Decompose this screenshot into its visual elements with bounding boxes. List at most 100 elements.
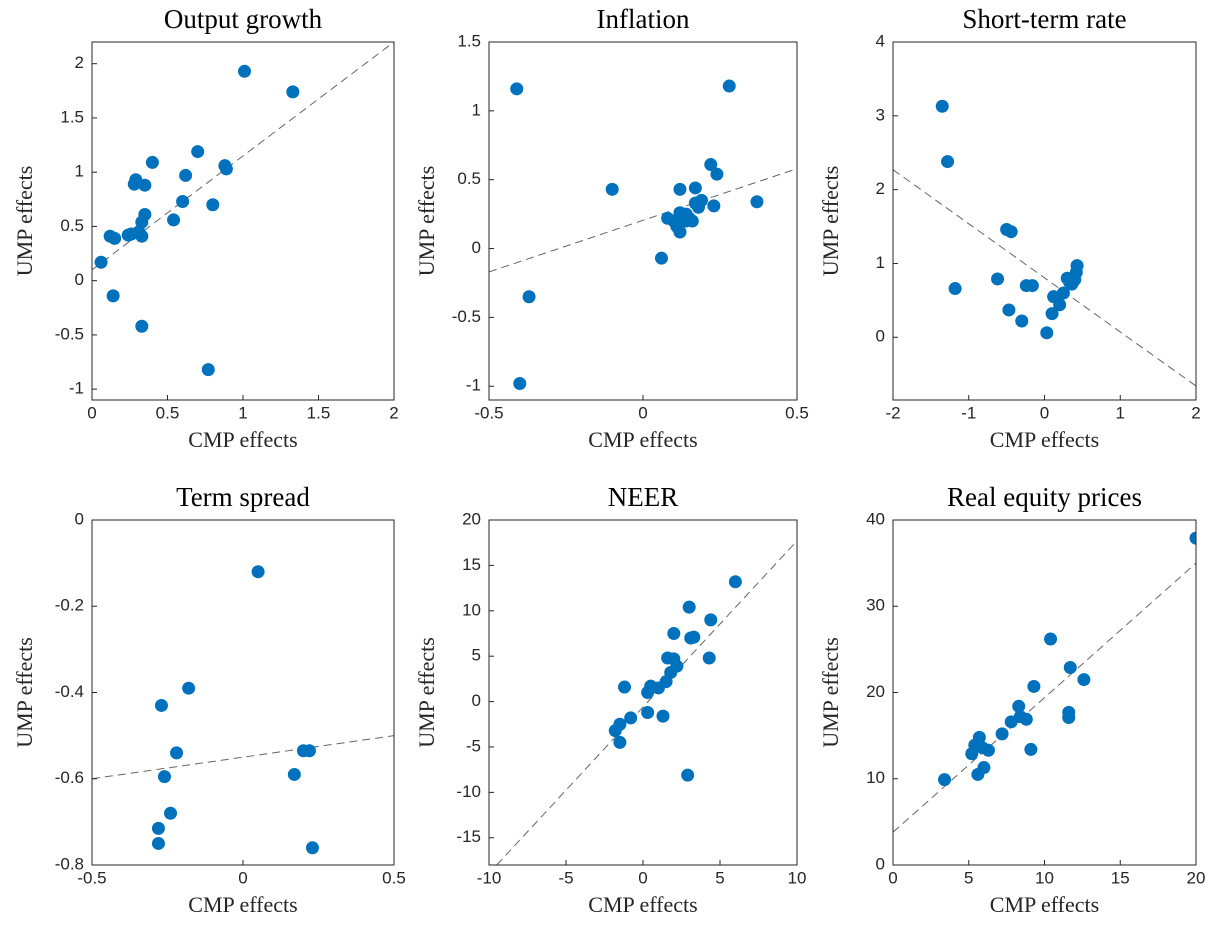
- point: [287, 767, 301, 781]
- x-tick-label: 0.5: [156, 403, 180, 422]
- y-axis-label: UMP effects: [818, 166, 843, 277]
- point: [613, 735, 627, 749]
- point: [238, 64, 252, 78]
- point: [1004, 225, 1018, 239]
- point: [673, 225, 687, 239]
- point: [702, 651, 716, 665]
- point: [981, 743, 995, 757]
- x-tick-label: 5: [715, 868, 724, 887]
- axes-box: [91, 519, 395, 866]
- y-tick-label: 1: [75, 162, 84, 181]
- y-axis-label: UMP effects: [818, 637, 843, 748]
- x-tick-label: 20: [1187, 868, 1206, 887]
- y-tick-label: -15: [456, 827, 481, 846]
- subplot-title: Inflation: [597, 4, 690, 34]
- axes-box: [892, 519, 1197, 866]
- subplot-title: Output growth: [164, 4, 323, 34]
- point: [704, 613, 718, 627]
- point: [108, 231, 122, 245]
- point: [707, 199, 721, 213]
- fit-line: [496, 540, 797, 865]
- y-tick-label: 0: [75, 270, 84, 289]
- y-tick-label: -10: [456, 782, 481, 801]
- point: [687, 630, 701, 644]
- subplot: 0 0.5 1 1.5 2 -1 -0.5 0 0.5 1 1.5 2 Output growth CMP…: [12, 4, 399, 452]
- point: [522, 290, 536, 304]
- point: [1024, 742, 1038, 756]
- subplot: 0 5 10 15 20 0 10 20 30 40 Real equity prices CMP e…: [818, 482, 1205, 917]
- point: [1025, 279, 1039, 293]
- plot-area: [496, 540, 797, 865]
- y-tick-label: 0: [472, 691, 481, 710]
- x-axis-label: CMP effects: [188, 892, 297, 917]
- x-tick-label: 2: [1191, 403, 1200, 422]
- point: [1040, 326, 1054, 340]
- axes-box: [91, 41, 395, 401]
- y-tick-label: -0.2: [55, 596, 84, 615]
- subplot-title: NEER: [608, 482, 679, 512]
- x-axis-label: CMP effects: [990, 892, 1099, 917]
- axes-box: [892, 41, 1197, 401]
- y-tick-label: 0.5: [60, 216, 84, 235]
- point: [938, 773, 952, 787]
- axes-box: [488, 519, 798, 866]
- y-tick-label: 20: [866, 682, 885, 701]
- y-tick-label: 1.5: [60, 107, 84, 126]
- point: [170, 746, 184, 760]
- point: [1063, 660, 1077, 674]
- point: [135, 319, 149, 333]
- x-tick-label: -1: [961, 403, 976, 422]
- point: [722, 79, 736, 93]
- x-tick-label: 10: [1035, 868, 1054, 887]
- point: [685, 214, 699, 228]
- x-axis-label: CMP effects: [588, 892, 697, 917]
- y-tick-label: 30: [866, 596, 885, 615]
- x-tick-label: 0: [888, 868, 897, 887]
- point: [654, 251, 668, 265]
- point: [94, 255, 108, 269]
- point: [510, 82, 524, 96]
- point: [201, 363, 215, 377]
- x-axis-label: CMP effects: [188, 427, 297, 452]
- y-tick-label: 4: [876, 31, 885, 50]
- point: [154, 698, 168, 712]
- y-tick-label: 1: [472, 100, 481, 119]
- y-tick-label: -5: [466, 736, 481, 755]
- point: [138, 207, 152, 221]
- point: [167, 213, 181, 227]
- point: [219, 162, 233, 176]
- y-axis-label: UMP effects: [12, 637, 37, 748]
- x-tick-label: 0: [638, 403, 647, 422]
- y-tick-label: -0.8: [55, 854, 84, 873]
- point: [695, 193, 709, 207]
- y-tick-label: -0.4: [55, 682, 84, 701]
- x-tick-label: 1: [1116, 403, 1125, 422]
- point: [135, 229, 149, 243]
- point: [1070, 259, 1084, 273]
- point: [624, 711, 638, 725]
- plot-area: [893, 99, 1196, 387]
- subplot: -10 -5 0 5 10 -15 -10 -5 0 5 10 15 20 NEER CMP effects…: [414, 482, 806, 917]
- point: [302, 744, 316, 758]
- y-tick-label: -0.6: [55, 768, 84, 787]
- subplot-title: Real equity prices: [947, 482, 1142, 512]
- point: [191, 145, 205, 159]
- y-tick-label: 20: [462, 509, 481, 528]
- point: [206, 198, 220, 212]
- point: [164, 806, 178, 820]
- point: [656, 709, 670, 723]
- x-tick-label: 0.5: [382, 868, 406, 887]
- point: [991, 272, 1005, 286]
- point: [1015, 314, 1029, 328]
- point: [179, 168, 193, 182]
- y-tick-label: 2: [876, 179, 885, 198]
- x-tick-label: 0: [238, 868, 247, 887]
- y-tick-label: 0: [472, 238, 481, 257]
- x-tick-label: 2: [389, 403, 398, 422]
- point: [995, 727, 1009, 741]
- axes-box: [488, 41, 798, 401]
- point: [286, 85, 300, 99]
- y-tick-label: 2: [75, 53, 84, 72]
- point: [1077, 673, 1091, 687]
- point: [157, 770, 171, 784]
